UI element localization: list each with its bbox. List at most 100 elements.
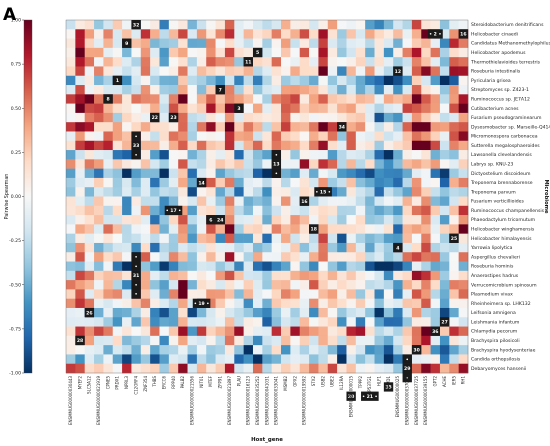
heatmap-cell bbox=[187, 326, 198, 337]
colorbar-label: Pairwise Spearman bbox=[4, 174, 10, 220]
heatmap-cell bbox=[122, 85, 132, 95]
heatmap-cell bbox=[430, 205, 441, 216]
x-tick-label: ENSMMUG00000015 bbox=[348, 376, 353, 418]
heatmap-cell bbox=[66, 307, 76, 318]
heatmap-cell bbox=[309, 317, 319, 327]
heatmap-cell bbox=[262, 215, 272, 225]
heatmap-cell bbox=[252, 112, 263, 123]
heatmap-cell bbox=[430, 75, 441, 86]
heatmap-cell bbox=[84, 131, 95, 142]
heatmap-cell bbox=[159, 29, 170, 39]
heatmap-cell bbox=[178, 75, 188, 86]
heatmap-cell bbox=[84, 354, 95, 365]
heatmap-cell bbox=[411, 187, 422, 197]
heatmap-cell bbox=[159, 205, 170, 216]
heatmap-cell bbox=[290, 38, 301, 49]
heatmap-cell bbox=[66, 57, 76, 67]
heatmap-cell bbox=[318, 298, 329, 309]
heatmap-cell bbox=[383, 57, 394, 67]
heatmap-cell bbox=[94, 20, 104, 30]
heatmap-cell bbox=[402, 29, 413, 39]
svg-text:16: 16 bbox=[460, 32, 466, 38]
highlight-badge: 27 bbox=[439, 317, 450, 327]
heatmap-cell bbox=[383, 335, 394, 346]
heatmap-cell bbox=[159, 215, 170, 225]
heatmap-cell bbox=[355, 196, 366, 207]
heatmap-cell bbox=[206, 270, 216, 281]
heatmap-cell bbox=[112, 94, 123, 104]
svg-text:•: • bbox=[275, 153, 278, 158]
heatmap-cell bbox=[365, 280, 375, 290]
heatmap-cell bbox=[439, 289, 450, 299]
heatmap-cell bbox=[196, 326, 207, 337]
y-tick-label: Plasmodium vivax bbox=[471, 292, 513, 298]
svg-text:• 19 •: • 19 • bbox=[194, 301, 210, 307]
heatmap-cell bbox=[206, 66, 216, 77]
heatmap-cell bbox=[309, 354, 319, 365]
heatmap-cell bbox=[374, 131, 385, 142]
highlight-badge: 28 bbox=[75, 335, 85, 346]
highlight-badge: 4 bbox=[393, 242, 403, 253]
heatmap-cell bbox=[458, 140, 469, 151]
heatmap-cell bbox=[178, 205, 188, 216]
heatmap-cell bbox=[66, 94, 76, 104]
heatmap-cell bbox=[346, 29, 357, 39]
heatmap-cell bbox=[309, 122, 319, 132]
heatmap-cell bbox=[140, 224, 151, 234]
highlight-badge: • bbox=[271, 168, 282, 178]
heatmap-cell bbox=[159, 252, 170, 262]
heatmap-cell bbox=[140, 289, 151, 299]
heatmap-cell bbox=[346, 363, 357, 374]
heatmap-cell bbox=[374, 354, 385, 365]
heatmap-cell bbox=[178, 168, 188, 179]
heatmap-cell bbox=[318, 354, 329, 365]
heatmap-cell bbox=[439, 242, 450, 253]
svg-text:16: 16 bbox=[301, 199, 307, 205]
heatmap-cell bbox=[439, 326, 450, 337]
heatmap-cell bbox=[337, 298, 347, 309]
heatmap-cell bbox=[346, 261, 357, 272]
heatmap-cell bbox=[224, 215, 235, 225]
heatmap-cell bbox=[84, 94, 95, 104]
heatmap-cell bbox=[365, 85, 375, 95]
heatmap-cell bbox=[66, 196, 76, 207]
heatmap-cell bbox=[365, 20, 375, 30]
heatmap-cell bbox=[243, 345, 254, 355]
heatmap-cell bbox=[439, 177, 450, 188]
heatmap-cell bbox=[94, 187, 104, 197]
heatmap-cell bbox=[271, 298, 282, 309]
heatmap-cell bbox=[449, 345, 459, 355]
heatmap-cell bbox=[206, 233, 216, 244]
heatmap-cell bbox=[430, 363, 441, 374]
heatmap-cell bbox=[178, 47, 188, 58]
heatmap-cell bbox=[168, 307, 179, 318]
heatmap-cell bbox=[112, 29, 123, 39]
heatmap-cell bbox=[262, 103, 272, 114]
heatmap-cell bbox=[252, 150, 263, 160]
heatmap-cell bbox=[327, 38, 338, 49]
heatmap-cell bbox=[281, 354, 291, 365]
heatmap-cell bbox=[66, 150, 76, 160]
heatmap-cell bbox=[281, 317, 291, 327]
heatmap-cell bbox=[383, 289, 394, 299]
heatmap-cell bbox=[150, 233, 160, 244]
heatmap-cell bbox=[234, 215, 244, 225]
heatmap-cell bbox=[421, 29, 431, 39]
heatmap-cell bbox=[75, 205, 85, 216]
heatmap-cell bbox=[94, 280, 104, 290]
heatmap-cell bbox=[430, 103, 441, 114]
colorbar-tick: 0.50 bbox=[11, 106, 24, 112]
heatmap-cell bbox=[131, 122, 142, 132]
heatmap-cell bbox=[374, 363, 385, 374]
heatmap-cell bbox=[393, 215, 403, 225]
svg-text:1: 1 bbox=[116, 78, 119, 84]
heatmap-cell bbox=[309, 307, 319, 318]
heatmap-cell bbox=[131, 47, 142, 58]
heatmap-cell bbox=[196, 47, 207, 58]
heatmap-cell bbox=[271, 112, 282, 123]
heatmap-cell bbox=[355, 103, 366, 114]
heatmap-cell bbox=[365, 131, 375, 142]
heatmap-cell bbox=[327, 85, 338, 95]
heatmap-cell bbox=[215, 20, 226, 30]
y-tick-label: Treponema parvum bbox=[470, 189, 516, 195]
